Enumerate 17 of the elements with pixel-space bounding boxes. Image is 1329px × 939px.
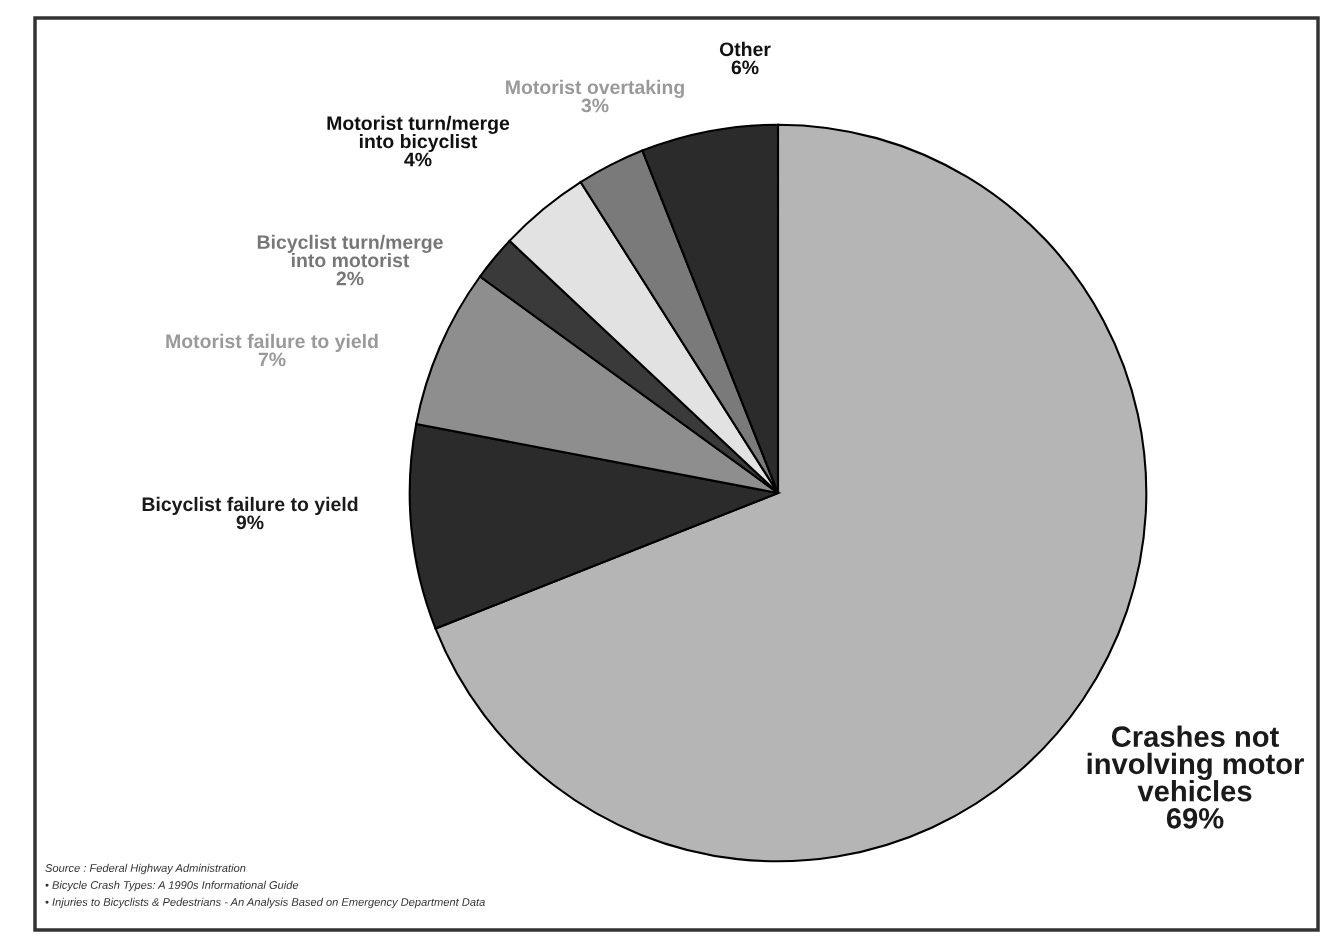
slice-label: Bicyclist failure to yield — [142, 496, 358, 515]
data-label: 7% — [258, 352, 286, 367]
slice-label: Motorist failure to yield — [166, 333, 378, 352]
source-note: Source : Federal Highway Administration — [45, 863, 246, 875]
data-label: 3% — [581, 98, 609, 113]
data-label: 4% — [404, 152, 432, 167]
slice-label: Other — [719, 41, 771, 57]
slice-label: Bicyclist turn/merge into motorist — [257, 234, 443, 268]
text: • Injuries to Bicyclists & Pedestrians - An Analysis Based on Emergency Department Data — [45, 897, 485, 909]
data-label: 69% — [1166, 808, 1224, 829]
slice-label: Motorist turn/merge into bicyclist — [327, 115, 510, 153]
data-label: 9% — [236, 515, 264, 530]
data-label: 6% — [731, 60, 759, 75]
slice-label: Motorist overtaking — [506, 79, 684, 99]
text: • Bicycle Crash Types: A 1990s Informational Guide — [45, 880, 299, 892]
slice-label: Crashes not involving motor vehicles — [1087, 725, 1304, 802]
data-label: 2% — [336, 271, 364, 286]
